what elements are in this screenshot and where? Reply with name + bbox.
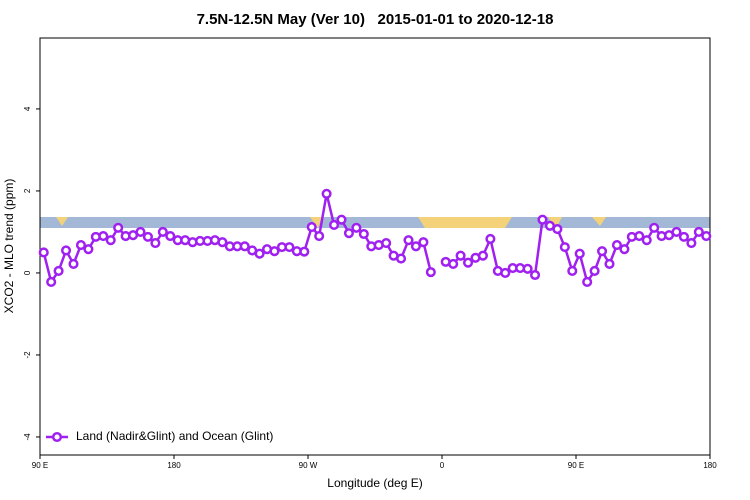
point [38, 247, 49, 258]
point [477, 250, 488, 261]
point [448, 258, 459, 269]
point [351, 222, 362, 233]
y-axis-label: XCO2 - MLO trend (ppm) [2, 179, 16, 314]
point [463, 257, 474, 268]
legend-marker [51, 431, 63, 443]
point [634, 230, 645, 242]
point [522, 263, 533, 274]
x-tick-label: 90 E [568, 461, 584, 470]
point [336, 214, 347, 225]
x-tick-label: 180 [703, 461, 717, 470]
point [314, 230, 325, 242]
x-tick-label: 180 [167, 461, 181, 470]
point [403, 235, 414, 246]
point [701, 230, 712, 242]
point [53, 265, 64, 276]
point [530, 269, 541, 281]
point [611, 240, 622, 251]
point [396, 253, 407, 264]
point [254, 248, 265, 259]
point [686, 237, 697, 249]
point [693, 226, 704, 237]
point [113, 222, 124, 233]
point [217, 237, 228, 248]
point [410, 241, 421, 252]
point [537, 214, 548, 225]
land [548, 217, 562, 228]
point [425, 267, 436, 278]
x-axis-label: Longitude (deg E) [327, 476, 422, 490]
point [299, 246, 310, 257]
point [269, 246, 280, 257]
point [61, 245, 72, 256]
point [83, 244, 94, 255]
x-tick-label: 90 E [32, 461, 48, 470]
point [68, 258, 79, 269]
land [56, 217, 68, 226]
point [239, 241, 250, 252]
point [552, 224, 563, 235]
land [592, 217, 606, 226]
point [574, 248, 585, 259]
point [619, 244, 630, 255]
point [418, 237, 429, 248]
point [157, 226, 168, 237]
point [567, 265, 578, 276]
point [381, 237, 392, 249]
point [500, 267, 511, 278]
point [150, 237, 161, 249]
point [589, 265, 600, 276]
point [329, 219, 340, 231]
land-ocean-strip [40, 217, 710, 228]
point [678, 231, 689, 242]
point [135, 226, 146, 237]
y-tick-label: 2 [23, 188, 32, 193]
point [343, 228, 354, 239]
y-tick-label: -2 [23, 351, 32, 359]
y-tick-label: 4 [23, 106, 32, 111]
point [358, 228, 369, 240]
point [284, 242, 295, 253]
point [604, 258, 615, 269]
point [582, 276, 593, 288]
point [559, 242, 570, 253]
land [310, 217, 322, 228]
x-tick-label: 90 W [299, 461, 318, 470]
ocean-band [40, 217, 710, 228]
point [105, 235, 116, 246]
point [165, 230, 176, 242]
point [641, 235, 652, 246]
point [485, 233, 496, 244]
x-tick-label: 0 [440, 461, 445, 470]
point [649, 222, 660, 233]
point [98, 230, 109, 242]
y-tick-label: 0 [23, 270, 32, 275]
chart-title: 7.5N-12.5N May (Ver 10) 2015-01-01 to 20… [197, 11, 554, 28]
point [671, 226, 682, 237]
plot-frame [39, 37, 711, 456]
point [306, 221, 317, 233]
point [75, 240, 86, 251]
point [321, 188, 332, 199]
point [142, 231, 153, 242]
y-tick-label: -4 [23, 433, 32, 441]
land [418, 217, 512, 228]
point [46, 276, 57, 288]
point [597, 246, 608, 257]
point [455, 250, 466, 261]
legend-label: Land (Nadir&Glint) and Ocean (Glint) [76, 429, 273, 443]
